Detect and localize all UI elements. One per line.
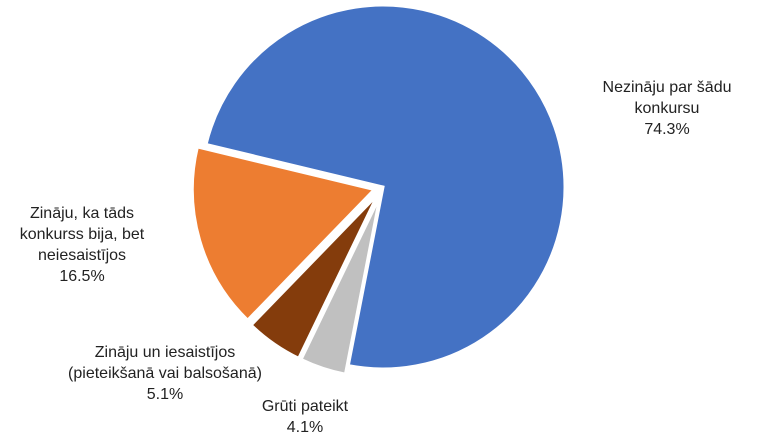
slice-label: Nezināju par šādu konkursu 74.3%: [582, 77, 752, 140]
value-label: 16.5%: [59, 268, 105, 285]
category-label: Zināju un iesaistījos (pieteikšanā vai b…: [68, 344, 262, 382]
pie-slice: [299, 194, 382, 376]
value-label: 4.1%: [286, 419, 324, 436]
slice-label: Zināju, ka tāds konkurss bija, bet neies…: [0, 203, 167, 287]
pie-slice: [249, 193, 380, 361]
value-label: 74.3%: [644, 121, 690, 138]
slice-label: Grūti pateikt 4.1%: [235, 396, 375, 437]
pie-slice: [190, 145, 378, 323]
pie-slice: [204, 3, 567, 371]
slice-label: Zināju un iesaistījos (pieteikšanā vai b…: [60, 342, 270, 405]
category-label: Nezināju par šādu konkursu: [602, 79, 732, 117]
value-label: 5.1%: [146, 386, 184, 403]
category-label: Grūti pateikt: [261, 398, 349, 415]
category-label: Zināju, ka tāds konkurss bija, bet neies…: [19, 205, 145, 264]
